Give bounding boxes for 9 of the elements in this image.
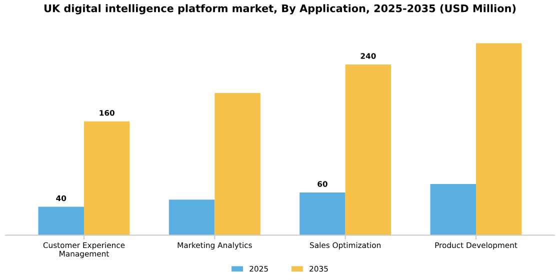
bar [430, 184, 476, 236]
bar [38, 206, 84, 236]
bar [300, 192, 346, 236]
chart-title: UK digital intelligence platform market, By Application, 2025-2035 (USD Million) [44, 4, 516, 14]
bar [84, 121, 130, 236]
bar [214, 92, 260, 236]
bar [345, 64, 392, 236]
bar [168, 200, 215, 236]
bar [476, 43, 522, 236]
